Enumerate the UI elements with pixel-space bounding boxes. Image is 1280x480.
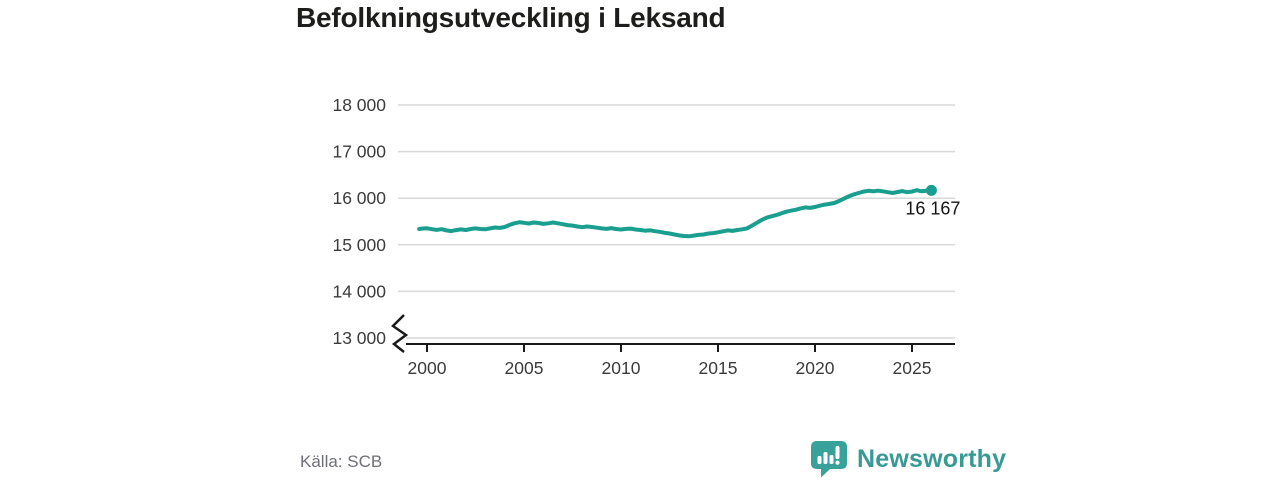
chart-title: Befolkningsutveckling i Leksand (296, 2, 726, 33)
newsworthy-speech-bubble-bar-chart-icon (811, 441, 847, 478)
x-tick-label: 2015 (699, 358, 738, 378)
population-line (417, 188, 934, 239)
x-tick-label: 2010 (602, 358, 641, 378)
y-tick-label: 13 000 (332, 328, 386, 348)
y-tick-label: 15 000 (332, 235, 386, 255)
y-tick-label: 14 000 (332, 281, 386, 301)
axis-break-icon (391, 314, 409, 353)
x-tick-label: 2000 (408, 358, 447, 378)
newsworthy-logo: Newsworthy (810, 440, 1006, 478)
latest-point-marker (925, 184, 937, 196)
population-line-chart: 13 000 14 000 15 000 16 000 17 000 18 000 2000… (332, 95, 961, 378)
x-tick-label: 2025 (893, 358, 932, 378)
y-tick-label: 16 000 (332, 188, 386, 208)
x-tick-label: 2005 (505, 358, 544, 378)
latest-value-label: 16 167 (905, 198, 960, 218)
source-note: Källa: SCB (300, 452, 383, 471)
newsworthy-wordmark: Newsworthy (857, 444, 1007, 473)
y-tick-label: 17 000 (332, 142, 386, 162)
y-tick-label: 18 000 (332, 95, 386, 115)
x-tick-label: 2020 (796, 358, 835, 378)
